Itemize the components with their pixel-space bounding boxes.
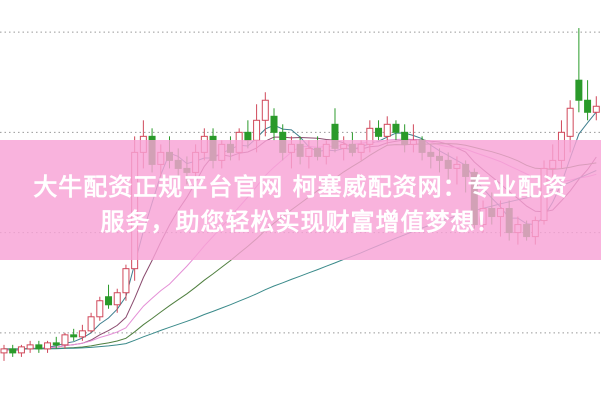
candle-body — [375, 127, 383, 137]
candle-body — [44, 342, 52, 350]
candle-body — [52, 342, 60, 346]
candle-body — [35, 344, 43, 350]
candle-body — [383, 123, 391, 137]
candle-body — [105, 296, 113, 306]
candle-body — [70, 334, 78, 338]
candle-body — [9, 348, 17, 354]
candle-body — [87, 316, 95, 332]
candle-body — [122, 268, 130, 294]
candle-body — [261, 99, 269, 121]
candle-body — [0, 348, 8, 354]
candle-body — [113, 292, 121, 306]
candle-body — [584, 99, 592, 113]
candle-body — [78, 330, 86, 338]
candle-body — [61, 334, 69, 346]
candle-body — [17, 346, 25, 354]
candle-body — [592, 105, 600, 113]
banner-line-1: 大牛配资正规平台官网 柯塞威配资网：专业配资 — [33, 173, 568, 201]
banner-line-2: 服务，助您轻松实现财富增值梦想！ — [100, 208, 501, 236]
candle-body — [566, 107, 574, 137]
candle-body — [392, 123, 400, 133]
candle-body — [270, 115, 278, 133]
candle-body — [26, 344, 34, 350]
candle-body — [575, 79, 583, 101]
candle-body — [253, 119, 261, 141]
promo-banner: 大牛配资正规平台官网 柯塞威配资网：专业配资 服务，助您轻松实现财富增值梦想！ — [0, 140, 601, 260]
candle-body — [96, 300, 104, 318]
